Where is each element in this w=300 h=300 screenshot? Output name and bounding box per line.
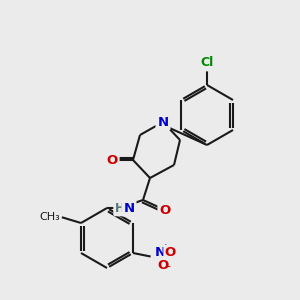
Text: CH₃: CH₃	[39, 212, 60, 222]
Text: O: O	[158, 259, 169, 272]
Text: N: N	[154, 246, 166, 259]
Text: O: O	[165, 246, 176, 259]
Text: O: O	[159, 203, 171, 217]
Text: H: H	[115, 202, 125, 214]
Text: ⁻: ⁻	[165, 263, 171, 276]
Text: N: N	[123, 202, 135, 214]
Text: Cl: Cl	[200, 56, 214, 70]
Text: N: N	[158, 116, 169, 128]
Text: +: +	[162, 243, 169, 252]
Text: O: O	[106, 154, 118, 166]
